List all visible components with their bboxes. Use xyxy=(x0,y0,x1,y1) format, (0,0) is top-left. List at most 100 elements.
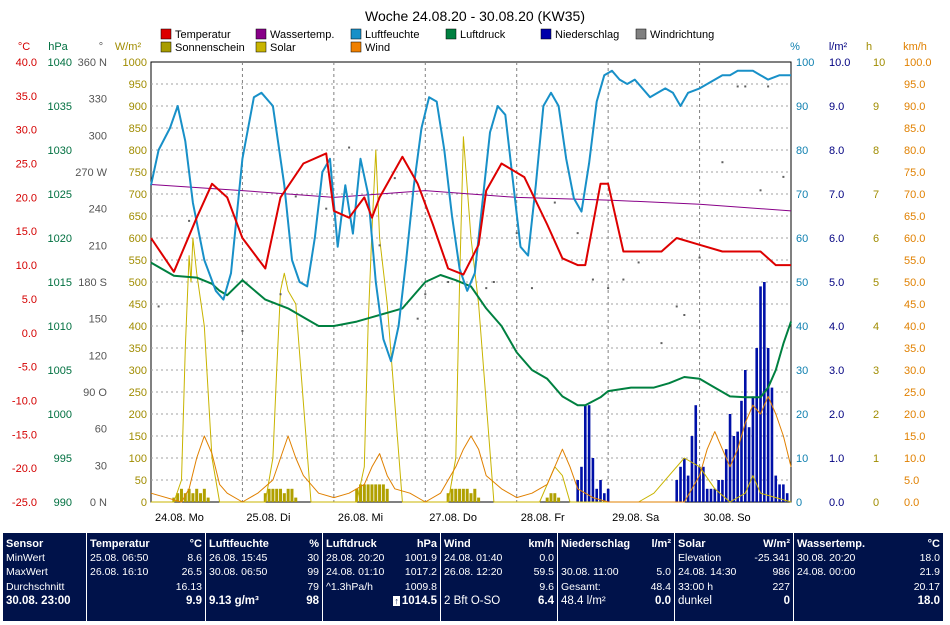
rain-bar xyxy=(755,348,759,502)
axis-tick-label: 55.0 xyxy=(904,255,925,267)
summary-col-luftfeuchte: Luftfeuchte% 26.08. 15:45 30 30.08. 06:50… xyxy=(206,533,323,621)
axis-tick-label: 500 xyxy=(129,277,147,289)
wind-direction-point xyxy=(660,342,663,345)
summary-label: 24.08. 01:40 xyxy=(444,552,503,565)
sunshine-bar xyxy=(355,488,359,502)
axis-tick-label: 120 xyxy=(89,350,107,362)
legend-swatch xyxy=(445,28,457,40)
summary-label: Durchschnitt xyxy=(6,580,65,593)
legend-swatch xyxy=(160,28,172,40)
axis-tick-label: 1010 xyxy=(48,321,72,333)
axis-tick-label: 2 xyxy=(873,409,879,421)
sunshine-bar xyxy=(370,484,374,502)
axis-tick-label: 95.0 xyxy=(904,79,925,91)
axis-tick-label: 40.0 xyxy=(16,57,37,69)
axis-tick-label: 6 xyxy=(873,233,879,245)
x-day-label: 24.08. Mo xyxy=(155,512,204,524)
summary-label: 30.08. 11:00 xyxy=(561,566,619,579)
summary-unit: °C xyxy=(189,538,202,550)
wind-direction-point xyxy=(378,244,381,247)
summary-head: Solar xyxy=(678,538,706,550)
axis-tick-label: 150 xyxy=(129,431,147,443)
rain-bar xyxy=(774,475,778,502)
summary-head: Luftdruck xyxy=(326,538,377,550)
wind-direction-point xyxy=(591,278,594,281)
axis-tick-label: 60.0 xyxy=(904,233,925,245)
summary-label: 33:00 h xyxy=(678,580,714,593)
rain-bar xyxy=(732,436,736,502)
axis-tick-label: 70 xyxy=(796,189,808,201)
summary-current-label: 30.08. 23:00 xyxy=(6,594,71,607)
sunshine-bar xyxy=(374,484,378,502)
axis-tick-label: 5.0 xyxy=(829,277,844,289)
axis-tick-label: 10.0 xyxy=(829,57,850,69)
axis-tick-label: 950 xyxy=(129,79,147,91)
wind-direction-point xyxy=(767,85,770,88)
axis-tick-label: 80.0 xyxy=(904,145,925,157)
axis-tick-label: 40 xyxy=(796,321,808,333)
wind-direction-point xyxy=(485,287,488,290)
axis-unit: W/m² xyxy=(115,41,142,53)
axis-tick-label: 150 xyxy=(89,314,107,326)
sunshine-bar xyxy=(381,484,385,502)
wind-direction-point xyxy=(447,281,450,283)
sunshine-bar xyxy=(458,488,462,502)
axis-tick-label: 100 xyxy=(129,453,147,465)
axis-tick-label: 1.0 xyxy=(829,453,844,465)
rain-bar xyxy=(717,480,720,502)
axis-tick-label: -20.0 xyxy=(12,463,37,475)
axis-tick-label: 300 xyxy=(129,365,147,377)
axis-tick-label: 50 xyxy=(796,277,808,289)
axis-tick-label: 100.0 xyxy=(904,57,932,69)
axis-tick-label: 0 N xyxy=(90,497,107,509)
axis-tick-label: 2.0 xyxy=(829,409,844,421)
summary-current-label: 48.4 l/m² xyxy=(561,594,606,607)
axis-tick-label: 20.0 xyxy=(16,192,37,204)
summary-col-wassertemp: Wassertemp. °C 30.08. 20:20 18.0 24.08. 00… xyxy=(794,533,943,621)
sunshine-bar xyxy=(199,493,203,502)
sunshine-bar xyxy=(450,488,454,502)
solar-line xyxy=(151,136,792,503)
wind-direction-point xyxy=(553,201,556,204)
x-day-label: 26.08. Mi xyxy=(338,512,383,524)
axis-tick-label: 1 xyxy=(873,453,879,465)
sunshine-bar xyxy=(477,497,481,502)
legend-label: Wind xyxy=(365,42,390,54)
sunshine-bar xyxy=(271,488,275,502)
rain-bar xyxy=(766,348,770,502)
summary-value: 8.6 xyxy=(187,552,202,565)
rain-bar xyxy=(694,405,698,502)
axis-tick-label: 65.0 xyxy=(904,211,925,223)
axis-tick-label: 9.0 xyxy=(829,101,844,113)
summary-unit: l/m² xyxy=(651,538,671,550)
axis-tick-label: 600 xyxy=(129,233,147,245)
rain-bar xyxy=(770,387,774,502)
legend-label: Niederschlag xyxy=(555,29,619,41)
axis-tick-label: 10.0 xyxy=(16,260,37,272)
sunshine-bar xyxy=(187,488,191,502)
sunshine-bar xyxy=(366,484,370,502)
axis-tick-label: 90 O xyxy=(83,387,107,399)
sunshine-bar xyxy=(378,484,382,502)
summary-unit: °C xyxy=(927,538,940,550)
summary-value: 48.4 xyxy=(650,580,671,593)
summary-label: 30.08. 20:20 xyxy=(797,552,856,565)
axis-tick-label: 25.0 xyxy=(16,159,37,171)
summary-value: 227 xyxy=(772,580,790,593)
rain-bar xyxy=(709,488,713,502)
rain-bar xyxy=(591,458,595,502)
sunshine-bar xyxy=(179,488,183,502)
legend-label: Luftfeuchte xyxy=(365,29,419,41)
summary-col-sensor: Sensor MinWert MaxWert Durchschnitt 30.0… xyxy=(3,533,87,621)
wind-direction-point xyxy=(188,219,191,222)
summary-value: 99 xyxy=(307,566,319,579)
rain-bar xyxy=(728,414,732,502)
rain-bar xyxy=(702,466,705,502)
summary-label: Gesamt: xyxy=(561,580,601,593)
rain-bar xyxy=(583,405,587,502)
summary-head: Sensor xyxy=(6,538,44,550)
axis-tick-label: 1020 xyxy=(48,233,72,245)
axis-tick-label: 50 xyxy=(135,475,147,487)
wind-direction-point xyxy=(294,195,297,198)
axis-tick-label: 180 S xyxy=(78,277,107,289)
